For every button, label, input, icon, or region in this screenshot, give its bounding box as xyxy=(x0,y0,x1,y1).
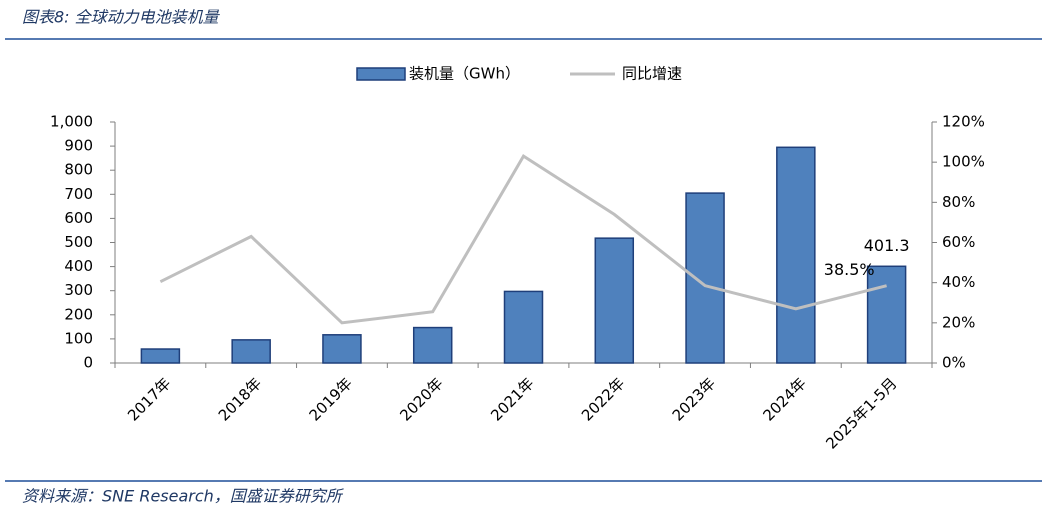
bar xyxy=(594,237,635,364)
bar xyxy=(503,290,544,364)
legend-swatch xyxy=(356,67,406,81)
y-tick-label: 800 xyxy=(64,161,93,179)
y-tick-label: 600 xyxy=(64,209,93,227)
y-tick-label: 300 xyxy=(64,281,93,299)
y-tick-label: 700 xyxy=(64,185,93,203)
bar xyxy=(231,339,271,364)
x-tick-label: 2023年 xyxy=(669,374,719,424)
bar xyxy=(140,348,181,364)
y-tick-label: 200 xyxy=(64,305,93,323)
legend-label: 装机量（GWh） xyxy=(409,65,520,83)
line-value-label: 38.5% xyxy=(824,260,875,279)
y2-tick-label: 0% xyxy=(942,354,966,372)
x-tick-label: 2017年 xyxy=(124,374,174,424)
bar xyxy=(866,265,907,364)
y-tick-label: 900 xyxy=(64,137,93,155)
legend-label: 同比增速 xyxy=(622,65,682,83)
y-tick-label: 0 xyxy=(83,354,93,372)
line-series xyxy=(159,154,887,325)
bar xyxy=(685,192,725,364)
y2-tick-label: 80% xyxy=(942,193,975,211)
y2-tick-label: 100% xyxy=(942,153,985,171)
y-tick-label: 100 xyxy=(64,329,93,347)
source-note: 资料来源：SNE Research，国盛证券研究所 xyxy=(22,487,345,506)
y2-tick-label: 40% xyxy=(942,273,975,291)
x-tick-label: 2024年 xyxy=(760,374,810,424)
bar xyxy=(412,326,453,364)
bar xyxy=(322,334,362,364)
y-tick-label: 500 xyxy=(64,233,93,251)
y2-tick-label: 60% xyxy=(942,233,975,251)
x-tick-label: 2018年 xyxy=(215,374,265,424)
x-tick-label: 2022年 xyxy=(578,374,628,424)
x-tick-label: 2021年 xyxy=(487,374,537,424)
figure-title: 图表8: 全球动力电池装机量 xyxy=(22,8,221,27)
y-tick-label: 1,000 xyxy=(50,113,93,131)
x-tick-label: 2025年1-5月 xyxy=(822,374,900,452)
x-tick-label: 2019年 xyxy=(306,374,356,424)
bar xyxy=(776,146,816,364)
x-tick-label: 2020年 xyxy=(396,374,446,424)
y-tick-label: 400 xyxy=(64,257,93,275)
y2-tick-label: 20% xyxy=(942,313,975,331)
bar-value-label: 401.3 xyxy=(864,236,910,255)
y2-tick-label: 120% xyxy=(942,113,985,131)
